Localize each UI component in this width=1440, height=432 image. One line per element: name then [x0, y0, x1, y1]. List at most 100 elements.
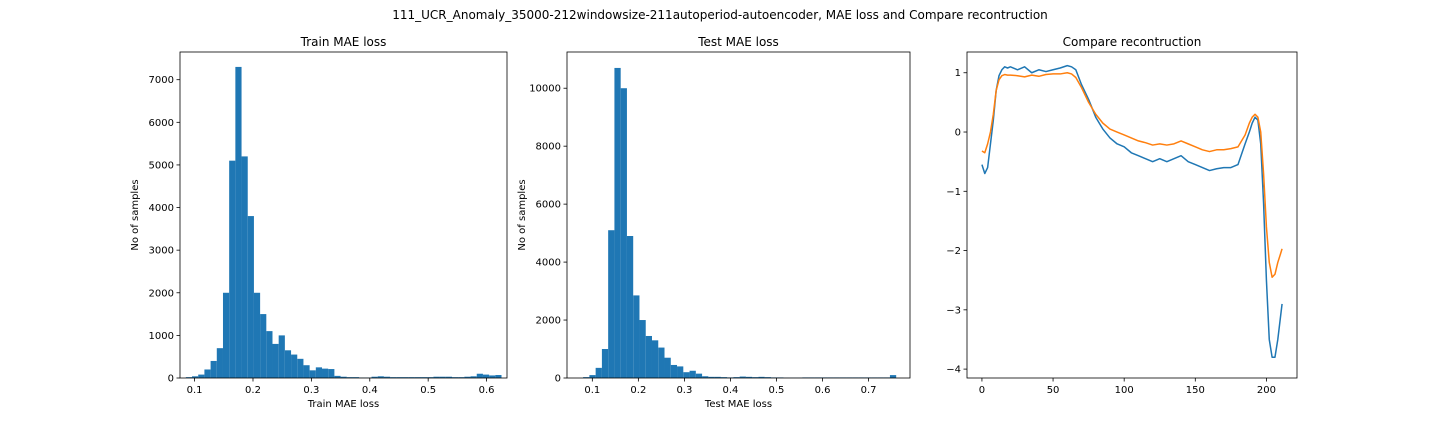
train-histogram-title: Train MAE loss: [300, 35, 387, 49]
histogram-bar: [192, 376, 199, 378]
histogram-bar: [247, 216, 254, 378]
histogram-bar: [752, 377, 759, 378]
histogram-bar: [695, 373, 703, 378]
histogram-bar: [439, 376, 446, 378]
histogram-bar: [229, 160, 236, 378]
histogram-bar: [495, 375, 502, 378]
histogram-bar: [204, 369, 211, 378]
train-histogram-xlabel: Train MAE loss: [307, 399, 379, 410]
y-tick-label: 8000: [536, 142, 561, 153]
y-tick-label: −2: [946, 246, 961, 257]
histogram-bar: [677, 366, 684, 378]
histogram-bar: [297, 358, 304, 378]
histogram-bar: [745, 376, 753, 378]
histogram-bar: [346, 377, 353, 378]
histogram-bar: [266, 331, 273, 378]
histogram-bar: [408, 377, 415, 378]
x-tick-label: 0.4: [362, 385, 378, 396]
y-tick-label: 1: [955, 68, 961, 79]
x-tick-label: 0.1: [584, 385, 600, 396]
histogram-bar: [764, 377, 771, 378]
histogram-bar: [464, 376, 471, 378]
x-tick-label: 0.5: [420, 385, 436, 396]
histogram-bar: [758, 376, 765, 378]
x-tick-label: 100: [1115, 385, 1134, 396]
y-tick-label: −4: [946, 365, 961, 376]
figure-suptitle: 111_UCR_Anomaly_35000-212windowsize-211a…: [392, 8, 1048, 22]
histogram-bar: [241, 156, 248, 378]
histogram-bar: [340, 376, 347, 378]
test-histogram-title: Test MAE loss: [697, 35, 779, 49]
histogram-bar: [433, 376, 440, 378]
histogram-bar: [683, 372, 690, 378]
y-tick-label: 6000: [149, 118, 174, 129]
histogram-bar: [595, 367, 602, 378]
histogram-bar: [651, 340, 659, 378]
y-tick-label: 1000: [149, 331, 174, 342]
histogram-bar: [377, 376, 384, 378]
histogram-bar: [589, 375, 596, 378]
x-tick-label: 0.6: [815, 385, 831, 396]
axes-frame: [179, 51, 508, 379]
histogram-bar: [470, 376, 477, 378]
train-mae-histogram: Train MAE loss Train MAE loss No of samp…: [130, 35, 508, 410]
y-tick-label: 10000: [529, 84, 561, 95]
test-histogram-ylabel: No of samples: [517, 179, 528, 250]
test-mae-histogram: Test MAE loss Test MAE loss No of sample…: [517, 35, 911, 410]
histogram-bar: [315, 367, 323, 378]
x-tick-label: 0.1: [187, 385, 203, 396]
x-tick-label: 0: [979, 385, 985, 396]
histogram-bar: [489, 375, 496, 378]
x-tick-label: 0.5: [769, 385, 785, 396]
histogram-bar: [260, 314, 267, 378]
histogram-bar: [614, 67, 621, 378]
histogram-bar: [620, 88, 627, 378]
y-tick-label: 0: [955, 128, 961, 139]
histogram-bar: [284, 350, 292, 378]
histogram-bar: [427, 377, 434, 378]
histogram-bar: [328, 369, 335, 378]
y-tick-label: 2000: [149, 288, 174, 299]
histogram-bar: [371, 376, 378, 378]
histogram-bar: [458, 377, 465, 378]
histogram-bar: [272, 343, 279, 378]
histogram-bar: [720, 377, 728, 378]
histogram-bar: [664, 357, 671, 378]
histogram-bar: [476, 373, 483, 378]
histogram-bar: [303, 365, 310, 378]
y-tick-label: 4000: [536, 258, 561, 269]
histogram-bar: [402, 377, 409, 378]
y-tick-label: −3: [946, 305, 961, 316]
axes-frame: [566, 51, 911, 379]
histogram-bar: [421, 377, 428, 378]
histogram-bar: [608, 230, 615, 378]
histogram-bar: [309, 370, 316, 378]
train-histogram-ylabel: No of samples: [130, 179, 141, 250]
histogram-bar: [235, 66, 242, 379]
histogram-bar: [445, 376, 452, 378]
histogram-bar: [291, 354, 298, 378]
histogram-bar: [210, 360, 217, 378]
histogram-bar: [702, 376, 709, 378]
reconstruction-title: Compare recontruction: [1063, 35, 1202, 49]
x-tick-label: 0.6: [479, 385, 495, 396]
y-tick-label: 7000: [149, 75, 174, 86]
y-tick-label: 0: [555, 374, 561, 385]
histogram-bar: [670, 364, 678, 378]
x-tick-label: 0.3: [303, 385, 319, 396]
histogram-bar: [414, 377, 422, 378]
histogram-bar: [658, 347, 665, 378]
histogram-bar: [626, 236, 634, 378]
y-tick-label: 3000: [149, 246, 174, 257]
histogram-bar: [733, 377, 740, 378]
x-tick-label: 0.2: [245, 385, 261, 396]
histogram-bar: [253, 292, 261, 378]
y-tick-label: 0: [168, 374, 174, 385]
histogram-bar: [583, 377, 590, 378]
compare-reconstruction-plot: Compare recontruction 0 50 100 150 200 1 0 −1 −2…: [946, 35, 1298, 396]
histogram-bar: [198, 374, 205, 378]
histogram-bar: [482, 374, 490, 378]
x-tick-label: 0.2: [630, 385, 646, 396]
histogram-bar: [383, 376, 391, 378]
